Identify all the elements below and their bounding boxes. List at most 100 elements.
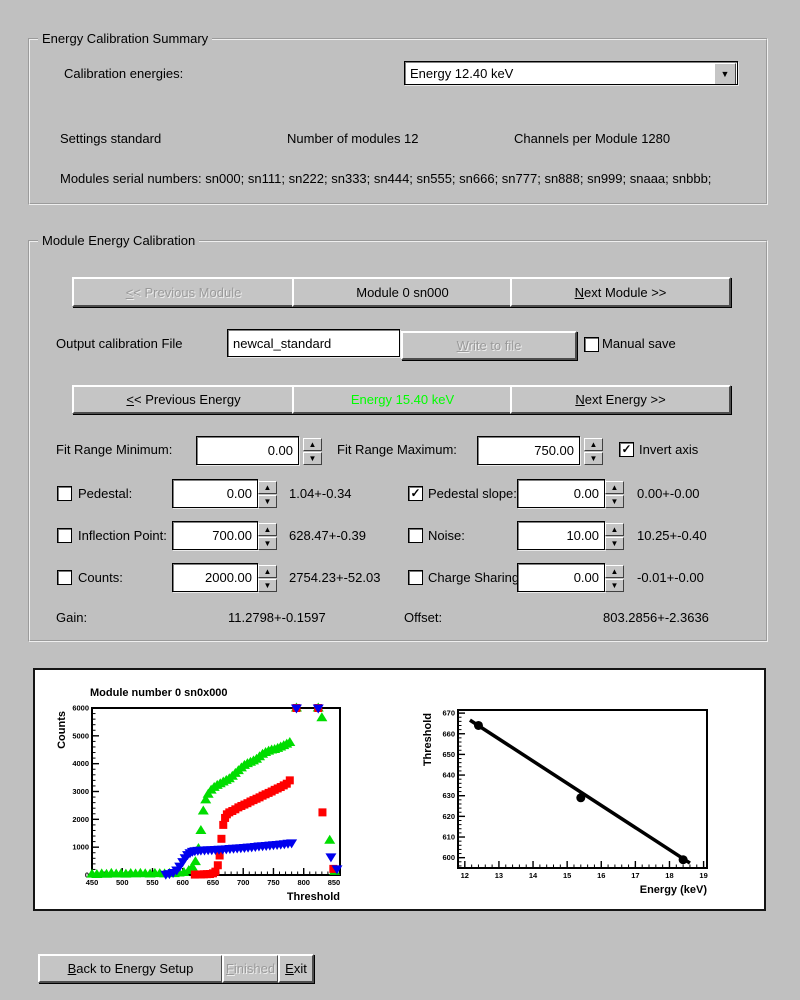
spin-up-button[interactable]: ▲ [258, 481, 277, 494]
arrow-up-icon: ▲ [263, 482, 272, 492]
counts-label: Counts: [78, 570, 123, 585]
arrow-up-icon: ▲ [610, 482, 619, 492]
spin-up-button[interactable]: ▲ [258, 523, 277, 536]
noise-checkbox[interactable] [408, 528, 423, 543]
spin-up-button[interactable]: ▲ [605, 481, 624, 494]
fit-range-max-label: Fit Range Maximum: [337, 442, 457, 457]
modules-serial-numbers-text: Modules serial numbers: sn000; sn111; sn… [60, 171, 712, 186]
offset-label: Offset: [404, 610, 443, 625]
inflection-point-input[interactable]: 700.00 [172, 521, 258, 550]
dropdown-button[interactable]: ▼ [714, 63, 736, 84]
pedestal-slope-checkbox[interactable]: ✓ [408, 486, 423, 501]
arrow-down-icon: ▼ [589, 453, 598, 463]
spin-down-button[interactable]: ▼ [605, 579, 624, 592]
pedestal-result: 1.04+-0.34 [289, 486, 352, 501]
svg-text:1000: 1000 [72, 843, 89, 852]
spin-up-button[interactable]: ▲ [258, 565, 277, 578]
offset-value: 803.2856+-2.3636 [603, 610, 709, 625]
charge-sharing-input[interactable]: 0.00 [517, 563, 605, 592]
svg-text:670: 670 [442, 709, 455, 718]
pedestal-input[interactable]: 0.00 [172, 479, 258, 508]
svg-text:18: 18 [665, 871, 673, 880]
spin-down-button[interactable]: ▼ [258, 579, 277, 592]
svg-text:640: 640 [442, 771, 455, 780]
calibration-energy-select[interactable]: Energy 12.40 keV ▼ [404, 61, 738, 85]
spin-down-button[interactable]: ▼ [258, 537, 277, 550]
fit-range-min-input[interactable]: 0.00 [196, 436, 299, 465]
svg-text:650: 650 [207, 878, 220, 887]
svg-text:750: 750 [267, 878, 280, 887]
fit-range-min-label: Fit Range Minimum: [56, 442, 173, 457]
invert-axis-label: Invert axis [639, 442, 699, 457]
svg-text:12: 12 [461, 871, 469, 880]
next-module-button[interactable]: Next Module >> [510, 277, 731, 307]
svg-text:800: 800 [297, 878, 310, 887]
exit-button[interactable]: Exit [278, 954, 314, 983]
svg-text:16: 16 [597, 871, 605, 880]
spin-up-button[interactable]: ▲ [303, 438, 322, 451]
spin-up-button[interactable]: ▲ [605, 565, 624, 578]
svg-text:14: 14 [529, 871, 538, 880]
svg-text:17: 17 [631, 871, 639, 880]
noise-label: Noise: [428, 528, 465, 543]
svg-text:Energy (keV): Energy (keV) [640, 884, 708, 896]
spin-down-button[interactable]: ▼ [605, 537, 624, 550]
arrow-up-icon: ▲ [610, 566, 619, 576]
module-calibration-groupbox: Module Energy Calibration [28, 233, 768, 642]
svg-text:4000: 4000 [72, 759, 89, 768]
spin-up-button[interactable]: ▲ [584, 438, 603, 451]
calibration-energies-label: Calibration energies: [64, 66, 184, 81]
svg-text:630: 630 [442, 791, 455, 800]
pedestal-slope-input[interactable]: 0.00 [517, 479, 605, 508]
arrow-up-icon: ▲ [589, 439, 598, 449]
svg-text:19: 19 [699, 871, 707, 880]
charge-sharing-label: Charge Sharing [428, 570, 520, 585]
arrow-down-icon: ▼ [263, 580, 272, 590]
svg-text:3000: 3000 [72, 787, 89, 796]
previous-energy-button[interactable]: << Previous Energy [72, 385, 295, 414]
counts-result: 2754.23+-52.03 [289, 570, 381, 585]
noise-result: 10.25+-0.40 [637, 528, 707, 543]
write-to-file-button[interactable]: Write to file [401, 331, 577, 360]
pedestal-checkbox[interactable] [57, 486, 72, 501]
fit-range-max-input[interactable]: 750.00 [477, 436, 580, 465]
chevron-down-icon: ▼ [720, 68, 730, 79]
spin-down-button[interactable]: ▼ [605, 495, 624, 508]
inflection-point-label: Inflection Point: [78, 528, 167, 543]
inflection-point-result: 628.47+-0.39 [289, 528, 366, 543]
noise-input[interactable]: 10.00 [517, 521, 605, 550]
number-of-modules-text: Number of modules 12 [287, 131, 419, 146]
manual-save-checkbox[interactable] [584, 337, 599, 352]
invert-axis-checkbox[interactable]: ✓ [619, 442, 634, 457]
calibration-fit-chart: 12 13 14 15 16 17 18 19 600 610 620 630 640 650 660 670… [422, 709, 708, 896]
arrow-up-icon: ▲ [610, 524, 619, 534]
svg-text:700: 700 [237, 878, 250, 887]
current-energy-button[interactable]: Energy 15.40 keV [292, 385, 513, 414]
back-to-energy-setup-button[interactable]: Back to Energy Setup [38, 954, 223, 983]
svg-text:600: 600 [442, 853, 455, 862]
charge-sharing-checkbox[interactable] [408, 570, 423, 585]
next-energy-button[interactable]: Next Energy >> [510, 385, 731, 414]
spin-up-button[interactable]: ▲ [605, 523, 624, 536]
spin-down-button[interactable]: ▼ [584, 452, 603, 465]
arrow-down-icon: ▼ [263, 496, 272, 506]
output-file-input[interactable]: newcal_standard [227, 329, 400, 357]
svg-text:450: 450 [86, 878, 99, 887]
svg-text:Threshold: Threshold [422, 713, 434, 766]
svg-text:Counts: Counts [56, 711, 68, 749]
pedestal-stepper: ▲ ▼ [258, 481, 277, 509]
counts-input[interactable]: 2000.00 [172, 563, 258, 592]
spin-down-button[interactable]: ▼ [303, 452, 322, 465]
inflection-point-checkbox[interactable] [57, 528, 72, 543]
finished-button[interactable]: Finished [222, 954, 279, 983]
svg-text:500: 500 [116, 878, 129, 887]
current-module-button[interactable]: Module 0 sn000 [292, 277, 513, 307]
svg-text:550: 550 [146, 878, 159, 887]
counts-checkbox[interactable] [57, 570, 72, 585]
spin-down-button[interactable]: ▼ [258, 495, 277, 508]
fit-range-min-stepper: ▲ ▼ [303, 438, 322, 466]
previous-module-button[interactable]: << Previous Module [72, 277, 295, 307]
svg-text:6000: 6000 [72, 704, 89, 713]
svg-text:610: 610 [442, 833, 455, 842]
